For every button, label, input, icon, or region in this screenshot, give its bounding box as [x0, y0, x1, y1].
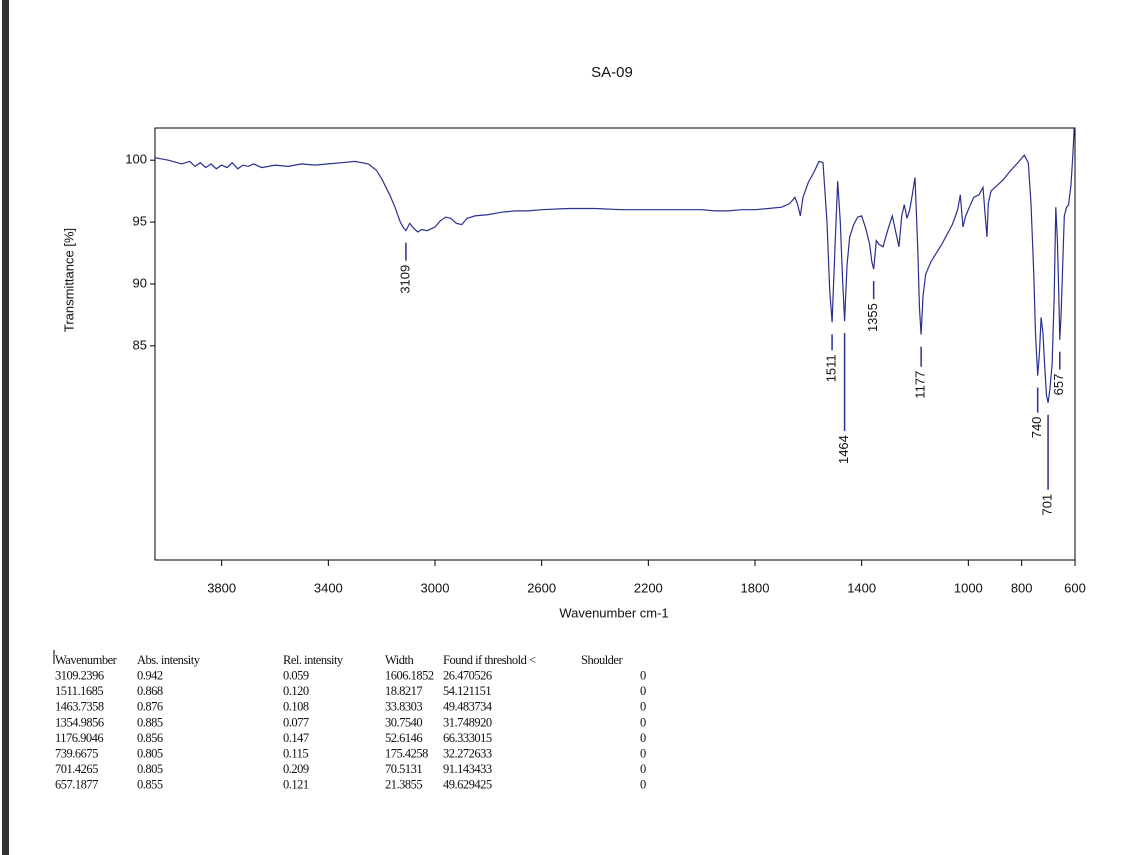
table-cell: 1606.1852 — [385, 668, 434, 682]
x-tick-label: 1000 — [954, 580, 983, 595]
table-cell: 49.629425 — [443, 778, 492, 792]
x-tick-label: 3400 — [314, 580, 343, 595]
table-cell: 0.942 — [137, 668, 163, 682]
table-cell: 0.077 — [283, 715, 309, 729]
chart-title: SA-09 — [591, 64, 633, 81]
table-cell: 31.748920 — [443, 715, 492, 729]
table-cell: 1511.1685 — [55, 684, 103, 698]
table-cell: 52.6146 — [385, 731, 422, 745]
spectrum-line — [154, 127, 1075, 403]
table-cell: 21.3855 — [385, 778, 422, 792]
y-tick-label: 95 — [133, 214, 147, 229]
y-tick-label: 90 — [133, 275, 147, 290]
table-cell: 0.120 — [283, 684, 309, 698]
table-cell: 1176.9046 — [55, 731, 103, 745]
table-cell: 0.855 — [137, 778, 163, 792]
table-cell: 0 — [640, 731, 646, 745]
table-cell: 0.805 — [137, 746, 163, 760]
y-axis-label: Transmittance [%] — [61, 228, 76, 332]
peak-label: 657 — [1051, 374, 1066, 396]
table-cell: 30.7540 — [385, 715, 422, 729]
x-tick-label: 2600 — [527, 580, 556, 595]
table-cell: 0.209 — [283, 762, 309, 776]
table-cell: 26.470526 — [443, 668, 492, 682]
table-cell: 3109.2396 — [55, 668, 104, 682]
table-cell: 0.108 — [283, 700, 309, 714]
table-cell: 91.143433 — [443, 762, 492, 776]
x-tick-label: 2200 — [634, 580, 663, 595]
x-tick-label: 1400 — [847, 580, 876, 595]
table-cell: 0.868 — [137, 684, 163, 698]
table-cell: 49.483734 — [443, 700, 493, 714]
peak-label: 740 — [1029, 417, 1044, 439]
table-header: Rel. intensity — [283, 653, 344, 667]
table-cell: 0.121 — [283, 778, 309, 792]
table-cell: 32.272633 — [443, 746, 492, 760]
x-tick-label: 3000 — [421, 580, 450, 595]
x-tick-label: 3800 — [207, 580, 236, 595]
window-edge — [2, 0, 9, 855]
table-cell: 0.115 — [283, 746, 308, 760]
plot-frame — [154, 127, 1076, 561]
table-cell: 0 — [640, 778, 646, 792]
x-tick-label: 1800 — [741, 580, 770, 595]
peak-label: 701 — [1040, 494, 1055, 516]
table-cell: 0 — [640, 746, 646, 760]
table-cell: 0 — [640, 668, 646, 682]
peak-label: 1464 — [836, 435, 851, 464]
table-cell: 0 — [640, 762, 646, 776]
peak-label: 1177 — [913, 371, 928, 399]
table-cell: 33.8303 — [385, 700, 422, 714]
table-cell: 739.6675 — [55, 746, 98, 760]
x-tick-label: 600 — [1064, 580, 1086, 595]
table-cell: 0 — [640, 700, 646, 714]
table-header: Found if threshold < — [443, 653, 536, 667]
table-header: Shoulder — [581, 653, 623, 667]
table-cell: 0 — [640, 684, 646, 698]
table-cell: 0.885 — [137, 715, 163, 729]
y-tick-label: 85 — [133, 337, 147, 352]
table-cell: 0 — [640, 715, 646, 729]
table-cell: 1354.9856 — [55, 715, 104, 729]
table-header: Abs. intensity — [137, 653, 201, 667]
peak-label: 3109 — [397, 265, 412, 294]
table-cell: 0.876 — [137, 700, 163, 714]
table-cell: 0.805 — [137, 762, 163, 776]
peak-label: 1355 — [865, 303, 880, 332]
y-tick-label: 100 — [125, 152, 147, 167]
table-cell: 0.147 — [283, 731, 309, 745]
x-axis-label: Wavenumber cm-1 — [559, 605, 668, 620]
table-cell: 54.121151 — [443, 684, 491, 698]
table-header: Width — [385, 653, 414, 667]
table-cell: 1463.7358 — [55, 700, 104, 714]
x-tick-label: 800 — [1011, 580, 1033, 595]
table-cell: 0.059 — [283, 668, 309, 682]
table-cell: 657.1877 — [55, 778, 98, 792]
table-cell: 175.4258 — [385, 746, 428, 760]
table-cell: 18.8217 — [385, 684, 422, 698]
table-header: Wavenumber — [55, 653, 118, 667]
table-cell: 70.5131 — [385, 762, 422, 776]
peak-label: 1511 — [824, 354, 839, 382]
table-cell: 66.333015 — [443, 731, 492, 745]
table-cell: 701.4265 — [55, 762, 98, 776]
table-cell: 0.856 — [137, 731, 163, 745]
